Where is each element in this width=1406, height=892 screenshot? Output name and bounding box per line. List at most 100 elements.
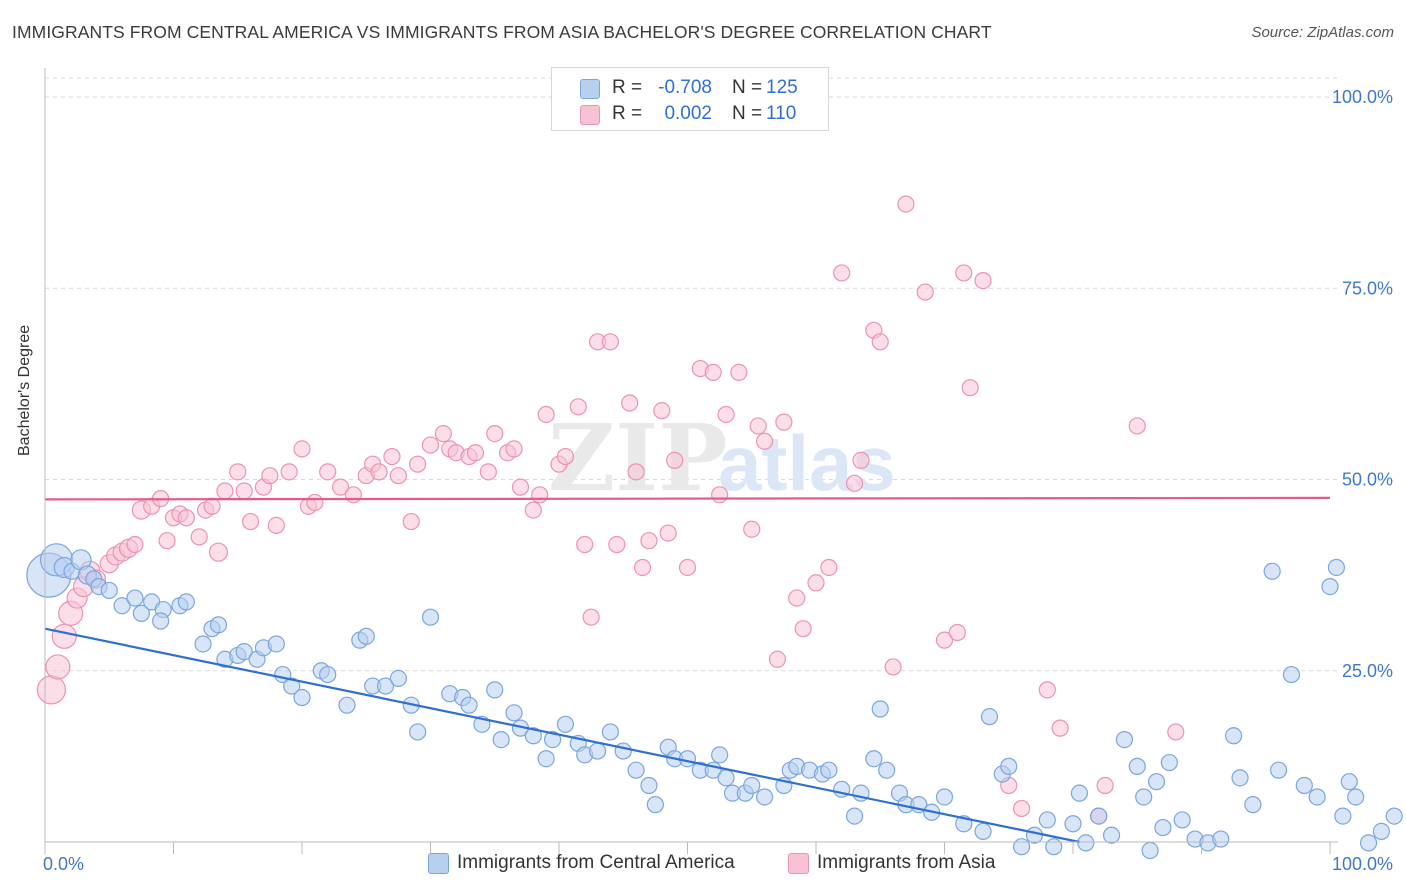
data-point (666, 451, 684, 469)
data-point (794, 620, 812, 638)
data-point (486, 425, 504, 443)
data-point (486, 681, 504, 699)
data-point (556, 715, 575, 733)
series-central-america-points (26, 543, 1403, 860)
data-point (466, 444, 485, 462)
data-point (306, 493, 324, 512)
data-point (601, 333, 620, 351)
data-point (45, 654, 71, 680)
data-point (126, 535, 144, 554)
data-point (51, 623, 77, 649)
legend-n-value: 125 (766, 77, 798, 98)
data-point (524, 501, 542, 519)
data-point (1327, 558, 1346, 577)
data-point (1231, 769, 1249, 787)
data-point (235, 643, 253, 661)
data-point (208, 542, 229, 562)
data-point (1115, 730, 1134, 749)
data-point (916, 283, 934, 301)
data-point (640, 776, 658, 795)
data-point (421, 436, 440, 454)
data-point (293, 440, 311, 458)
data-point (421, 608, 440, 626)
data-point (242, 512, 260, 531)
legend-n-value: 110 (766, 103, 797, 124)
data-point (492, 730, 510, 749)
legend-r-label: R = (612, 103, 643, 124)
data-point (1385, 807, 1403, 825)
data-point (1077, 834, 1095, 852)
data-point (633, 558, 652, 577)
legend-swatch-blue (580, 79, 600, 99)
data-point (955, 264, 973, 282)
data-point (293, 688, 311, 707)
chart-title: IMMIGRANTS FROM CENTRAL AMERICA VS IMMIG… (12, 22, 992, 42)
legend-n-label: N = (732, 103, 763, 124)
data-point (531, 486, 549, 504)
legend-n-label: N = (732, 77, 763, 98)
data-point (1167, 723, 1185, 741)
data-point (1282, 665, 1301, 684)
data-point (582, 608, 600, 626)
data-point (460, 696, 478, 714)
data-point (678, 558, 697, 577)
data-point (261, 467, 279, 485)
data-point (1225, 727, 1243, 745)
data-point (126, 589, 144, 607)
data-point (865, 750, 883, 768)
trend-line-central-america (44, 627, 1080, 844)
data-point (370, 463, 388, 481)
series-asia-points (36, 195, 1185, 825)
data-point (511, 478, 530, 496)
data-point (1269, 761, 1288, 779)
data-point (775, 413, 793, 431)
data-point (1025, 826, 1044, 844)
data-point (755, 432, 774, 450)
data-point (280, 463, 298, 481)
data-point (980, 708, 999, 726)
data-point (627, 463, 645, 481)
data-point (717, 405, 735, 424)
data-point (935, 631, 954, 649)
data-point (601, 723, 620, 741)
data-point (209, 616, 228, 634)
bottom-legend-label: Immigrants from Central America (457, 852, 735, 873)
data-point (820, 558, 838, 577)
axes (44, 68, 1338, 854)
data-point (1263, 562, 1281, 580)
data-point (434, 425, 452, 443)
data-point (229, 463, 247, 481)
data-point (1147, 773, 1166, 791)
data-point (749, 417, 767, 435)
data-point (871, 700, 889, 718)
data-point (704, 363, 722, 381)
data-point (267, 516, 285, 535)
data-point (505, 440, 523, 458)
data-point (190, 528, 208, 546)
data-point (1347, 788, 1365, 806)
data-point (711, 486, 729, 504)
data-point (1244, 796, 1262, 814)
x-tick-label: 100.0% (1332, 854, 1393, 874)
data-point (807, 574, 825, 592)
data-point (608, 535, 626, 554)
data-point (402, 512, 420, 531)
data-point (203, 497, 221, 515)
data-point (505, 704, 523, 722)
data-point (177, 509, 195, 527)
legend-swatch-pink (580, 105, 600, 125)
data-point (152, 612, 170, 630)
data-point (409, 455, 427, 473)
data-point (717, 769, 735, 787)
data-point (1154, 818, 1172, 837)
data-point (1000, 757, 1018, 775)
data-point (344, 486, 362, 504)
data-point (1012, 838, 1031, 856)
source-credit: Source: ZipAtlas.com (1251, 24, 1394, 41)
data-point (319, 463, 337, 481)
data-point (1102, 826, 1121, 844)
y-tick-label: 25.0% (1342, 661, 1393, 681)
data-point (1321, 577, 1339, 596)
data-point (383, 447, 401, 466)
